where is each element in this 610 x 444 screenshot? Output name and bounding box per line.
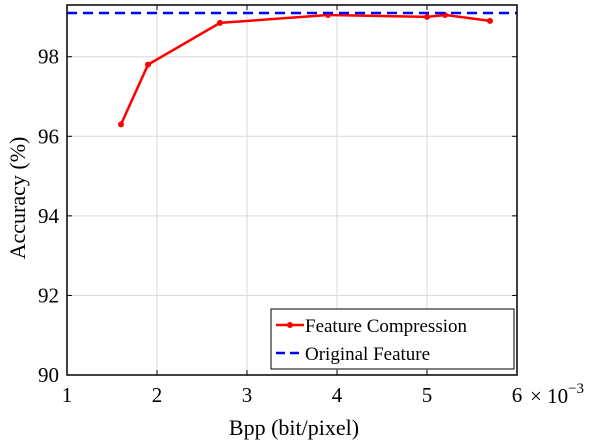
y-tick-label: 96 xyxy=(38,124,59,148)
x-axis-label: Bpp (bit/pixel) xyxy=(229,415,359,440)
x-axis-multiplier-exponent: −3 xyxy=(568,381,584,397)
axis-ticks xyxy=(66,5,518,376)
x-tick-labels: 1 2 3 4 5 6 xyxy=(62,383,523,407)
x-tick-label: 3 xyxy=(242,383,253,407)
x-tick-label: 5 xyxy=(422,383,433,407)
legend: Feature Compression Original Feature xyxy=(270,308,515,370)
data-point xyxy=(487,17,493,24)
y-tick-label: 98 xyxy=(38,45,59,69)
series-line-feature-compression xyxy=(119,13,491,125)
y-axis-label: Accuracy (%) xyxy=(5,137,30,260)
plot-series xyxy=(67,11,517,128)
plot-frame xyxy=(66,4,518,376)
y-tick-labels: 90 92 94 96 98 xyxy=(38,45,60,387)
data-point xyxy=(424,13,430,20)
data-point xyxy=(217,19,223,26)
x-axis-multiplier: × 10−3 xyxy=(530,381,584,408)
y-tick-label: 90 xyxy=(38,363,59,387)
x-tick-label: 1 xyxy=(62,383,73,407)
y-tick-label: 94 xyxy=(38,204,60,228)
x-axis-multiplier-base: × 10 xyxy=(530,384,568,408)
y-tick-label: 92 xyxy=(38,283,59,307)
x-tick-label: 6 xyxy=(512,383,523,407)
data-point xyxy=(118,121,124,128)
x-tick-label: 4 xyxy=(332,383,343,407)
legend-label-feature-compression: Feature Compression xyxy=(305,316,468,337)
legend-box xyxy=(270,308,515,370)
legend-marker-feature-compression xyxy=(287,322,293,328)
x-tick-label: 2 xyxy=(152,383,163,407)
data-point xyxy=(145,61,151,68)
legend-label-original-feature: Original Feature xyxy=(305,344,430,365)
